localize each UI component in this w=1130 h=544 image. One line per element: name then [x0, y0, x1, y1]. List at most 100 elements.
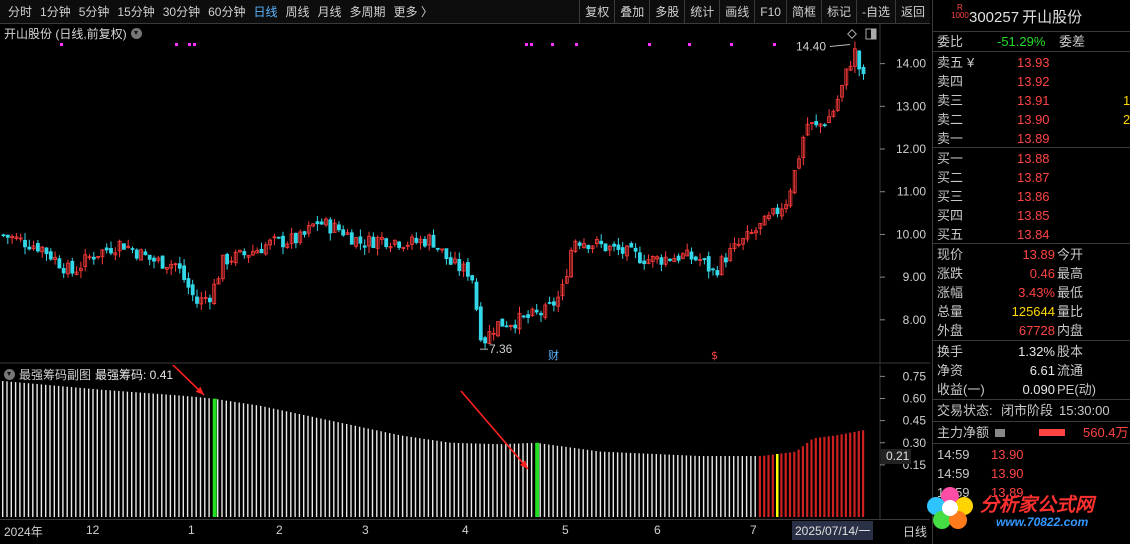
annotation-arrow: [460, 390, 529, 470]
chip-bar: [655, 454, 657, 517]
candle-body: [577, 242, 582, 246]
chip-bar: [32, 383, 34, 517]
candle-body: [788, 190, 793, 207]
chip-bar: [668, 454, 670, 517]
date-tick: 3: [362, 523, 369, 537]
candle-body: [285, 243, 290, 248]
signal-dot: [730, 43, 733, 46]
candle-body: [702, 258, 707, 261]
candlestick-chart[interactable]: 14.00 13.00 12.00 11.00 10.00 9.00 8.00 14.40 7.…: [0, 24, 930, 364]
chip-bar: [19, 382, 21, 517]
chip-bar: [500, 444, 503, 517]
candle-body: [48, 251, 53, 260]
candle-body: [315, 221, 320, 225]
tick-time: 14:59: [937, 447, 970, 462]
candle-body: [835, 98, 840, 111]
tab-period-6[interactable]: 日线: [253, 4, 278, 19]
tab-period-2[interactable]: 5分钟: [78, 4, 110, 19]
chip-bar: [10, 381, 12, 517]
chevron-down-icon[interactable]: [4, 369, 15, 380]
chip-bar: [311, 416, 313, 517]
tab-period-0[interactable]: 分时: [8, 4, 33, 19]
tab-period-10[interactable]: 更多 〉: [393, 4, 433, 19]
candle-body: [233, 251, 238, 264]
chip-bar: [556, 445, 559, 517]
candle-body: [289, 233, 294, 244]
stat-row: 收益(一) 0.090 PE(动): [937, 380, 1129, 399]
quote-label-2: 最低: [1057, 285, 1084, 300]
toolbar-button-1[interactable]: 叠加: [614, 0, 649, 23]
chip-bar: [268, 407, 270, 517]
candle-body: [349, 232, 354, 245]
axis-period[interactable]: 日线: [902, 525, 927, 539]
chip-bar: [750, 456, 752, 517]
chip-bar: [109, 390, 111, 517]
chart-title: 开山股份 (日线,前复权): [4, 25, 142, 42]
chip-bar: [195, 396, 197, 517]
toolbar-button-8[interactable]: -自选: [855, 0, 895, 23]
chip-bar: [776, 454, 779, 517]
period-toolbar: 分时 1分钟 5分钟 15分钟 30分钟 60分钟 日线 周线 月线 多周期 更多 〉 复权 叠加 多股…: [0, 0, 930, 24]
candle-body: [130, 248, 135, 250]
candle-body: [483, 337, 488, 344]
tab-period-7[interactable]: 周线: [285, 4, 310, 19]
signal-dot: [60, 43, 63, 46]
price-label: 9.00: [903, 270, 927, 284]
chip-bar: [143, 392, 146, 517]
toolbar-button-6[interactable]: 简框: [785, 0, 821, 23]
candle-body: [31, 245, 36, 250]
toolbar-button-0[interactable]: 复权: [579, 0, 614, 23]
candle-body: [220, 254, 225, 280]
chip-bar: [638, 453, 640, 517]
tab-period-8[interactable]: 月线: [317, 4, 342, 19]
chip-bar: [169, 394, 172, 517]
list-icon[interactable]: [995, 429, 1005, 437]
date-tick: 2: [276, 523, 283, 537]
chip-bar: [496, 444, 498, 517]
chip-bar: [788, 452, 792, 517]
candle-body: [444, 248, 449, 260]
candle-body: [431, 234, 436, 248]
candle-body: [392, 239, 397, 245]
chip-bar: [840, 434, 843, 517]
chip-bar: [324, 419, 326, 517]
arrow-head: [195, 386, 204, 395]
toolbar-button-2[interactable]: 多股: [649, 0, 684, 23]
chip-bar: [470, 443, 473, 517]
chip-bar: [131, 391, 133, 517]
chip-sub-chart[interactable]: 0.750.600.450.300.150.21: [0, 365, 930, 519]
stat-row: 换手 1.32% 股本: [937, 342, 1129, 361]
chip-bar: [737, 456, 739, 517]
chip-bar: [599, 451, 602, 517]
tab-period-5[interactable]: 60分钟: [208, 4, 246, 19]
toolbar-button-4[interactable]: 画线: [719, 0, 754, 23]
chevron-down-icon[interactable]: [130, 28, 142, 39]
toolbar-button-3[interactable]: 统计: [684, 0, 719, 23]
toolbar-button-7[interactable]: 标记: [820, 0, 856, 23]
tab-period-3[interactable]: 15分钟: [117, 4, 155, 19]
chip-bar: [698, 455, 700, 517]
chip-bar: [281, 410, 283, 517]
date-tick: 12: [86, 523, 100, 537]
toolbar-button-5[interactable]: F10: [754, 0, 786, 23]
ask-volume: 1: [1123, 93, 1130, 108]
price-label: 14.00: [896, 57, 926, 71]
chip-bar: [462, 443, 464, 517]
candle-body: [749, 232, 754, 234]
candle-body: [715, 270, 720, 276]
candle-body: [767, 214, 771, 219]
toolbar-button-9[interactable]: 返回: [894, 0, 930, 23]
chip-bar: [105, 390, 107, 517]
tab-period-1[interactable]: 1分钟: [40, 4, 71, 19]
tab-period-9[interactable]: 多周期: [349, 4, 386, 19]
date-tick: 5: [562, 523, 569, 537]
tab-period-4[interactable]: 30分钟: [162, 4, 201, 19]
quote-label-2: 今开: [1057, 247, 1084, 262]
chip-bar: [290, 412, 292, 517]
candle-body: [440, 248, 445, 251]
high-pointer: [829, 44, 851, 48]
candle-body: [57, 258, 62, 269]
candle-body: [345, 232, 350, 235]
chip-bar: [629, 452, 632, 517]
chip-bar: [810, 439, 813, 517]
